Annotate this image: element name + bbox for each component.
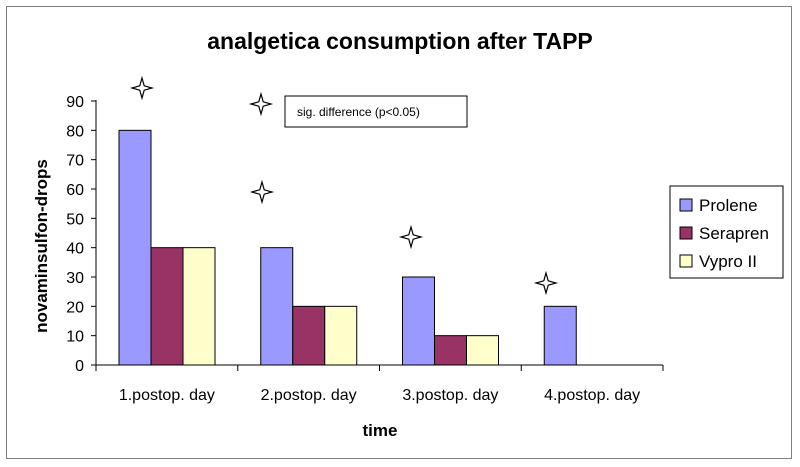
x-tick-label: 1.postop. day — [119, 387, 215, 404]
bar-vypro-ii — [182, 247, 216, 366]
significance-annotation: sig. difference (p<0.05) — [284, 95, 468, 128]
bar-serapren — [292, 305, 326, 366]
x-axis-label: time — [363, 421, 398, 440]
y-tick-label: 10 — [66, 329, 84, 346]
bar-prolene — [118, 129, 152, 366]
x-tick-label: 2.postop. day — [261, 387, 357, 404]
y-tick-label: 90 — [66, 94, 84, 111]
y-tick-label: 40 — [66, 241, 84, 258]
y-axis-label: novaminsulfon-drops — [32, 159, 51, 333]
y-tick-label: 0 — [75, 358, 84, 375]
annotation-text: sig. difference (p<0.05) — [297, 105, 420, 119]
y-tick-label: 50 — [66, 211, 84, 228]
four-point-star-icon — [129, 75, 155, 101]
chart-title: analgetica consumption after TAPP — [207, 28, 593, 54]
y-tick-label: 30 — [66, 270, 84, 287]
four-point-star-icon — [533, 270, 559, 296]
bar-vypro-ii — [324, 305, 358, 366]
annotation-box-border — [284, 95, 468, 128]
x-tick-label: 3.postop. day — [402, 387, 498, 404]
y-tick-label: 80 — [66, 123, 84, 140]
y-tick-label: 20 — [66, 299, 84, 316]
four-point-star-icon — [398, 224, 424, 250]
bar-prolene — [402, 276, 435, 366]
y-tick-label: 60 — [66, 182, 84, 199]
bar-vypro-ii — [466, 335, 499, 366]
legend-swatch — [679, 198, 693, 212]
legend-label: Prolene — [699, 196, 758, 215]
x-tick-label: 4.postop. day — [544, 387, 640, 404]
four-point-star-icon — [249, 179, 275, 205]
legend-label: Serapren — [699, 224, 769, 243]
bar-serapren — [150, 247, 184, 366]
legend-swatch — [679, 254, 693, 268]
bar-serapren — [434, 335, 467, 366]
legend-label: Vypro II — [699, 252, 757, 271]
significance-markers — [129, 75, 559, 296]
plot-area: 0 10 20 30 40 50 60 70 80 90 1.postop. day 2.postop… — [66, 94, 664, 404]
bar-prolene — [260, 247, 294, 366]
four-point-star-icon — [248, 91, 274, 117]
legend-swatch — [679, 226, 693, 240]
bar-prolene — [543, 305, 577, 366]
legend: Prolene Serapren Vypro II — [669, 185, 784, 279]
y-tick-label: 70 — [66, 153, 84, 170]
